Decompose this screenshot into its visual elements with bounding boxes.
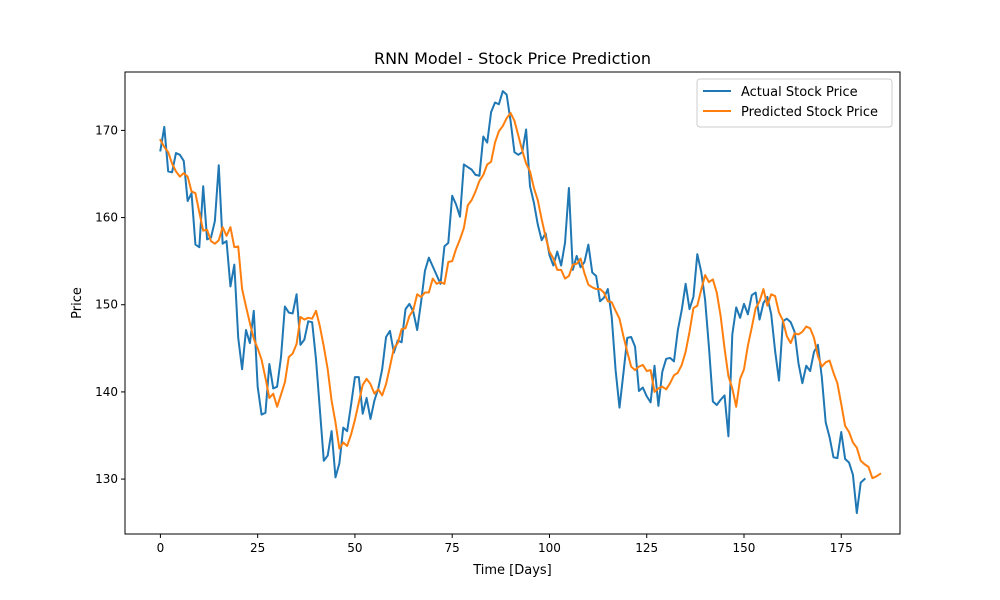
x-tick-label: 0 bbox=[157, 541, 165, 555]
y-tick-label: 140 bbox=[95, 385, 118, 399]
x-tick-label: 125 bbox=[635, 541, 658, 555]
series-line-actual bbox=[159, 90, 867, 515]
x-axis: 0 25 50 75 100 125 150 175 bbox=[157, 534, 853, 555]
series-group bbox=[159, 90, 882, 515]
x-tick-label: 25 bbox=[250, 541, 265, 555]
legend-label-actual: Actual Stock Price bbox=[741, 85, 858, 100]
y-tick-label: 150 bbox=[95, 298, 118, 312]
x-tick-label: 50 bbox=[347, 541, 362, 555]
x-axis-label: Time [Days] bbox=[472, 563, 552, 578]
legend-label-predicted: Predicted Stock Price bbox=[741, 105, 878, 120]
x-tick-label: 100 bbox=[538, 541, 561, 555]
chart-title: RNN Model - Stock Price Prediction bbox=[374, 49, 651, 68]
x-tick-label: 175 bbox=[830, 541, 853, 555]
y-axis: 130 140 150 160 170 bbox=[95, 123, 125, 486]
y-axis-label: Price bbox=[70, 287, 85, 319]
plot-frame bbox=[124, 71, 901, 535]
legend-box bbox=[696, 78, 893, 128]
x-tick-label: 75 bbox=[445, 541, 460, 555]
series-line-predicted bbox=[159, 111, 882, 480]
y-tick-label: 160 bbox=[95, 211, 118, 225]
plot-area bbox=[124, 71, 901, 535]
y-tick-label: 130 bbox=[95, 472, 118, 486]
y-tick-label: 170 bbox=[95, 123, 118, 137]
legend: Actual Stock Price Predicted Stock Price bbox=[696, 78, 893, 128]
x-tick-label: 150 bbox=[733, 541, 756, 555]
